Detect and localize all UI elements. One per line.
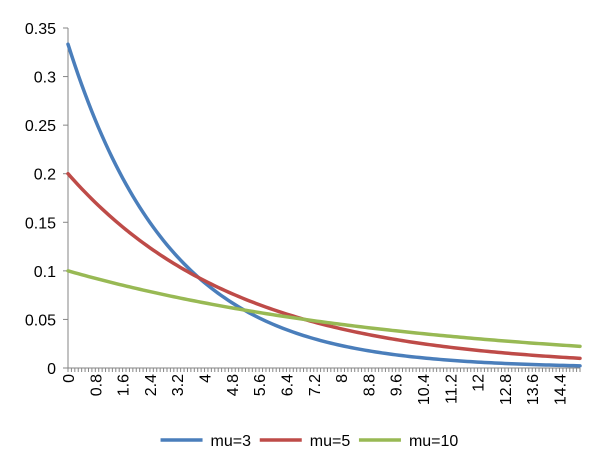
x-tick-label: 8 [334, 374, 351, 383]
legend-label: mu=3 [211, 433, 252, 450]
x-tick-label: 12.8 [498, 374, 515, 405]
x-tick-label: 8.8 [361, 374, 378, 396]
x-tick-label: 4 [198, 374, 215, 383]
legend-label: mu=5 [310, 433, 351, 450]
series-line-mu-5 [66, 171, 582, 361]
y-tick-label: 0.3 [34, 70, 56, 87]
x-tick-label: 13.6 [525, 374, 542, 405]
x-tick-label: 4.8 [225, 374, 242, 396]
x-tick-label: 1.6 [116, 374, 133, 396]
x-tick-label: 2.4 [143, 374, 160, 396]
series-line-mu-3 [66, 42, 582, 368]
x-tick-label: 11.2 [443, 374, 460, 404]
y-tick-label: 0.35 [25, 21, 56, 38]
x-tick-label: 0.8 [88, 374, 105, 396]
y-tick-label: 0 [47, 361, 56, 378]
x-tick-label: 0 [61, 374, 78, 383]
x-tick-label: 9.6 [389, 374, 406, 396]
legend-label: mu=10 [409, 433, 458, 450]
x-tick-label: 3.2 [170, 374, 187, 396]
x-tick-label: 10.4 [416, 374, 433, 405]
x-tick-label: 5.6 [252, 374, 269, 396]
x-tick-label: 7.2 [307, 374, 324, 396]
y-tick-label: 0.2 [34, 167, 56, 184]
y-tick-label: 0.15 [25, 215, 56, 232]
x-tick-label: 14.4 [553, 374, 570, 405]
x-tick-label: 12 [471, 374, 488, 392]
y-tick-label: 0.25 [25, 118, 56, 135]
y-tick-label: 0.1 [34, 264, 56, 281]
x-tick-label: 6.4 [279, 374, 296, 396]
series-line-mu-10 [66, 269, 582, 349]
y-tick-label: 0.05 [25, 312, 56, 329]
